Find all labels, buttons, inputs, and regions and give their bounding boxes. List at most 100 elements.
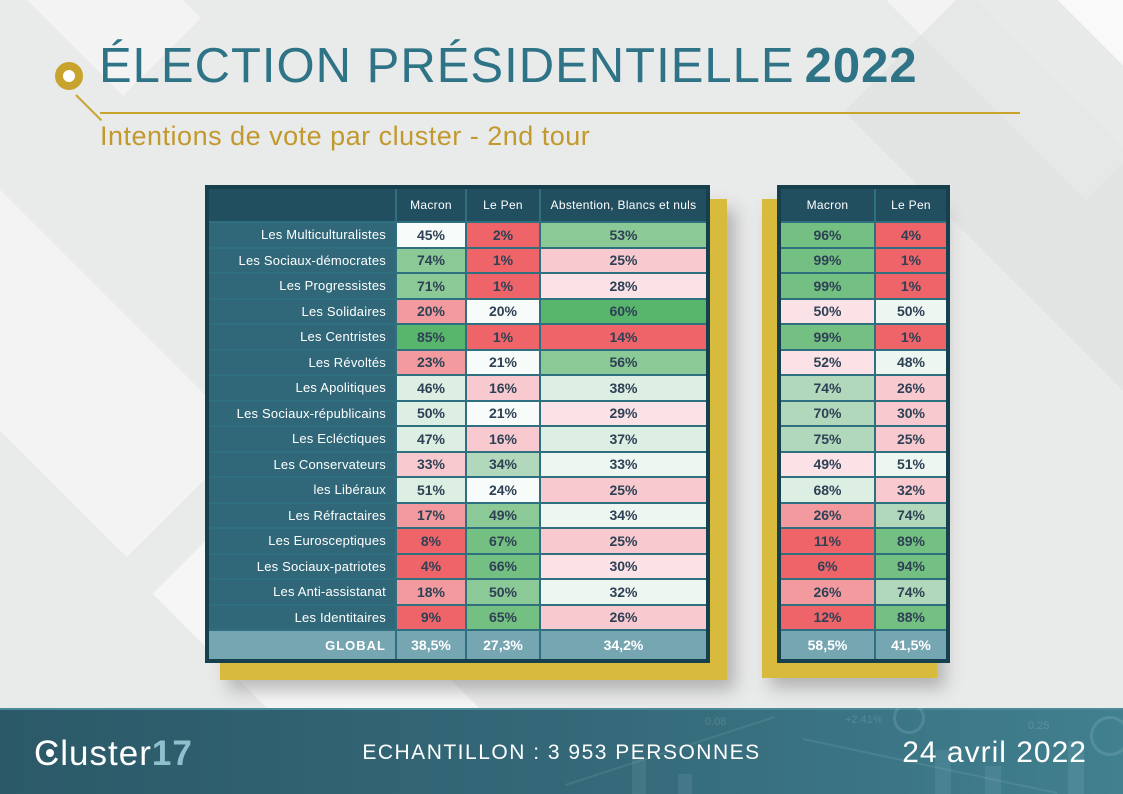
column-header: Abstention, Blancs et nuls xyxy=(541,189,706,221)
value-cell: 1% xyxy=(876,274,946,298)
value-cell: 29% xyxy=(541,401,706,425)
footer-candlestick-watermark xyxy=(1068,741,1084,794)
global-value-cell: 27,3% xyxy=(467,631,539,659)
corner-cell xyxy=(209,189,395,221)
brand-logo-text: luster xyxy=(60,734,152,773)
value-cell: 37% xyxy=(541,427,706,451)
column-header: Macron xyxy=(397,189,465,221)
value-cell: 65% xyxy=(467,605,539,629)
value-cell: 96% xyxy=(781,223,874,247)
value-cell: 49% xyxy=(467,503,539,527)
value-cell: 99% xyxy=(781,325,874,349)
value-cell: 74% xyxy=(876,580,946,604)
footer-number-watermark: 0.08 xyxy=(705,716,727,728)
value-cell: 16% xyxy=(467,376,539,400)
row-label: Les Solidaires xyxy=(209,299,395,323)
value-cell: 66% xyxy=(467,554,539,578)
background-chevron xyxy=(925,0,1123,255)
value-cell: 8% xyxy=(397,529,465,553)
value-cell: 6% xyxy=(781,554,874,578)
value-cell: 12% xyxy=(781,605,874,629)
column-header: Le Pen xyxy=(876,189,946,221)
value-cell: 26% xyxy=(781,503,874,527)
footer-candlestick-watermark xyxy=(985,766,1001,794)
footer-candlestick-watermark xyxy=(632,758,646,794)
value-cell: 53% xyxy=(541,223,706,247)
value-cell: 32% xyxy=(541,580,706,604)
footer-number-watermark: 0.25 xyxy=(1028,720,1050,732)
global-value-cell: 58,5% xyxy=(781,631,874,659)
footer-number-watermark: +2.41% xyxy=(845,714,883,726)
value-cell: 45% xyxy=(397,223,465,247)
row-label: Les Conservateurs xyxy=(209,452,395,476)
global-value-cell: 41,5% xyxy=(876,631,946,659)
value-cell: 46% xyxy=(397,376,465,400)
value-cell: 17% xyxy=(397,503,465,527)
value-cell: 26% xyxy=(541,605,706,629)
value-cell: 28% xyxy=(541,274,706,298)
value-cell: 74% xyxy=(781,376,874,400)
value-cell: 34% xyxy=(467,452,539,476)
page-title: ÉLECTION PRÉSIDENTIELLE 2022 xyxy=(99,38,918,94)
value-cell: 94% xyxy=(876,554,946,578)
value-cell: 32% xyxy=(876,478,946,502)
value-cell: 67% xyxy=(467,529,539,553)
value-cell: 51% xyxy=(876,452,946,476)
value-cell: 75% xyxy=(781,427,874,451)
footer-ring-watermark xyxy=(1090,716,1123,756)
value-cell: 50% xyxy=(781,299,874,323)
value-cell: 99% xyxy=(781,248,874,272)
row-label: Les Progressistes xyxy=(209,274,395,298)
row-label: Les Identitaires xyxy=(209,605,395,629)
row-label: les Libéraux xyxy=(209,478,395,502)
value-cell: 33% xyxy=(397,452,465,476)
value-cell: 48% xyxy=(876,350,946,374)
value-cell: 71% xyxy=(397,274,465,298)
value-cell: 9% xyxy=(397,605,465,629)
row-label: Les Multiculturalistes xyxy=(209,223,395,247)
value-cell: 25% xyxy=(876,427,946,451)
value-cell: 26% xyxy=(876,376,946,400)
value-cell: 16% xyxy=(467,427,539,451)
value-cell: 70% xyxy=(781,401,874,425)
value-cell: 4% xyxy=(876,223,946,247)
value-cell: 23% xyxy=(397,350,465,374)
value-cell: 74% xyxy=(397,248,465,272)
value-cell: 88% xyxy=(876,605,946,629)
column-header: Le Pen xyxy=(467,189,539,221)
value-cell: 25% xyxy=(541,248,706,272)
value-cell: 26% xyxy=(781,580,874,604)
row-label: Les Réfractaires xyxy=(209,503,395,527)
value-cell: 1% xyxy=(467,325,539,349)
value-cell: 20% xyxy=(467,299,539,323)
footer-band: 0.08 +2.41% 0.25 Cluster17 ECHANTILLON :… xyxy=(0,702,1123,794)
value-cell: 30% xyxy=(876,401,946,425)
gold-marker-tail xyxy=(75,94,103,122)
value-cell: 33% xyxy=(541,452,706,476)
value-cell: 38% xyxy=(541,376,706,400)
value-cell: 52% xyxy=(781,350,874,374)
row-label: Les Sociaux-patriotes xyxy=(209,554,395,578)
page-title-text: ÉLECTION PRÉSIDENTIELLE xyxy=(99,39,795,93)
row-label: Les Eurosceptiques xyxy=(209,529,395,553)
value-cell: 1% xyxy=(467,274,539,298)
value-cell: 21% xyxy=(467,350,539,374)
gold-marker-icon xyxy=(55,62,83,90)
value-cell: 14% xyxy=(541,325,706,349)
value-cell: 1% xyxy=(876,325,946,349)
value-cell: 34% xyxy=(541,503,706,527)
title-underline xyxy=(100,112,1020,114)
value-cell: 25% xyxy=(541,478,706,502)
footer-candlestick-watermark xyxy=(678,774,692,794)
value-cell: 2% xyxy=(467,223,539,247)
page-title-year: 2022 xyxy=(804,39,918,93)
value-cell: 30% xyxy=(541,554,706,578)
brand-logo-c-icon: C xyxy=(34,734,61,773)
value-cell: 68% xyxy=(781,478,874,502)
main-vote-table: Macron Le Pen Abstention, Blancs et nuls Le… xyxy=(205,185,710,663)
brand-logo: Cluster17 xyxy=(34,734,193,774)
value-cell: 49% xyxy=(781,452,874,476)
value-cell: 85% xyxy=(397,325,465,349)
value-cell: 47% xyxy=(397,427,465,451)
